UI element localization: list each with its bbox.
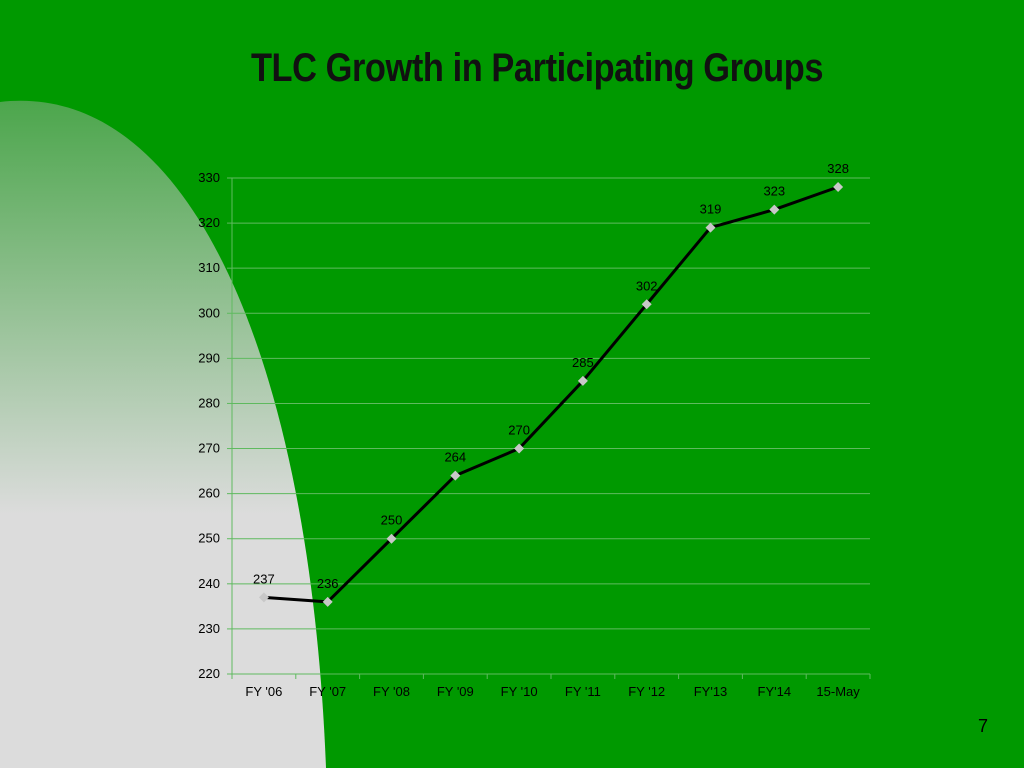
x-tick-label: FY '08: [373, 684, 410, 699]
y-tick-label: 240: [198, 576, 220, 591]
data-point: [450, 470, 461, 481]
data-point: [322, 596, 333, 607]
x-tick-label: FY '10: [501, 684, 538, 699]
y-tick-labels: 220 230 240 250 260 270 280 290 300 310 320 330: [198, 170, 220, 681]
x-tick-label: FY '09: [437, 684, 474, 699]
slide-title: TLC Growth in Participating Groups: [250, 46, 824, 90]
y-tick-label: 280: [198, 395, 220, 410]
data-point: [258, 592, 269, 603]
series-line: [263, 185, 839, 604]
x-tick-label: FY '12: [628, 684, 665, 699]
data-point: [577, 375, 588, 386]
data-label: 264: [444, 450, 466, 465]
data-label: 237: [253, 571, 275, 586]
series-line-0: [263, 185, 839, 604]
page-number: 7: [977, 716, 988, 736]
x-tick-label: FY'14: [758, 684, 792, 699]
data-label: 319: [700, 202, 722, 217]
y-tick-label: 330: [198, 170, 220, 185]
y-tick-label: 300: [198, 305, 220, 320]
x-tick-label: FY '11: [565, 684, 601, 699]
data-point: [641, 299, 652, 310]
data-label: 302: [636, 278, 658, 293]
data-label: 236: [317, 576, 339, 591]
data-label: 328: [827, 161, 849, 176]
y-tick-label: 250: [198, 531, 220, 546]
swoosh-shape: [0, 100, 326, 768]
data-point: [705, 222, 716, 233]
y-tick-label: 220: [198, 666, 220, 681]
data-label: 270: [508, 423, 530, 438]
x-tick-label: FY '07: [309, 684, 346, 699]
y-tick-label: 230: [198, 621, 220, 636]
data-point: [514, 443, 525, 454]
data-point: [833, 182, 844, 193]
data-label: 250: [381, 513, 403, 528]
y-tick-label: 260: [198, 486, 220, 501]
data-markers: [258, 182, 844, 607]
x-tick-label: 15-May: [816, 684, 860, 699]
data-labels: 237 236 250 264 270 285 302 319 323 328: [253, 161, 849, 591]
data-label: 285: [572, 355, 594, 370]
data-point: [769, 204, 780, 215]
y-tick-label: 310: [198, 260, 220, 275]
gridlines: [232, 177, 870, 630]
y-tick-label: 320: [198, 215, 220, 230]
data-point: [386, 533, 397, 544]
x-tick-label: FY '06: [245, 684, 282, 699]
x-tick-labels: FY '06 FY '07 FY '08 FY '09 FY '10 FY '11 FY '…: [245, 684, 860, 699]
axes: [227, 177, 871, 679]
x-tick-label: FY'13: [694, 684, 728, 699]
data-label: 323: [763, 184, 785, 199]
y-tick-label: 290: [198, 350, 220, 365]
y-tick-label: 270: [198, 441, 220, 456]
